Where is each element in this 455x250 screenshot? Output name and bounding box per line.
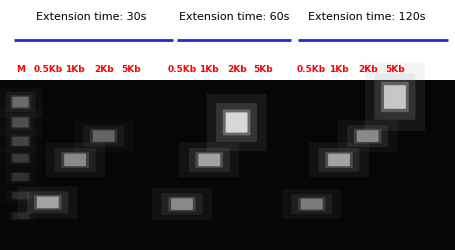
FancyBboxPatch shape	[83, 126, 124, 147]
FancyBboxPatch shape	[0, 129, 42, 154]
FancyBboxPatch shape	[5, 170, 35, 184]
Text: 2Kb: 2Kb	[358, 66, 378, 74]
FancyBboxPatch shape	[12, 97, 29, 108]
FancyBboxPatch shape	[18, 186, 78, 218]
Text: 2Kb: 2Kb	[227, 66, 247, 74]
FancyBboxPatch shape	[365, 63, 425, 131]
FancyBboxPatch shape	[328, 154, 350, 166]
FancyBboxPatch shape	[318, 148, 359, 172]
Text: Extension time: 30s: Extension time: 30s	[36, 12, 146, 22]
FancyBboxPatch shape	[291, 194, 332, 214]
FancyBboxPatch shape	[171, 198, 193, 210]
FancyBboxPatch shape	[0, 147, 42, 170]
FancyBboxPatch shape	[0, 109, 42, 136]
FancyBboxPatch shape	[12, 154, 29, 162]
FancyBboxPatch shape	[5, 92, 35, 112]
FancyBboxPatch shape	[223, 110, 250, 136]
FancyBboxPatch shape	[34, 195, 61, 210]
FancyBboxPatch shape	[298, 197, 325, 211]
FancyBboxPatch shape	[196, 152, 223, 168]
FancyBboxPatch shape	[12, 192, 29, 199]
Text: 1Kb: 1Kb	[329, 66, 349, 74]
FancyBboxPatch shape	[27, 192, 68, 213]
Text: 2Kb: 2Kb	[94, 66, 114, 74]
FancyBboxPatch shape	[0, 87, 42, 117]
FancyBboxPatch shape	[5, 150, 35, 166]
FancyBboxPatch shape	[354, 129, 381, 144]
FancyBboxPatch shape	[37, 196, 59, 208]
FancyBboxPatch shape	[162, 193, 202, 215]
FancyBboxPatch shape	[357, 130, 379, 142]
Text: 0.5Kb: 0.5Kb	[167, 66, 197, 74]
FancyBboxPatch shape	[325, 152, 353, 168]
FancyBboxPatch shape	[12, 213, 29, 219]
Text: 0.5Kb: 0.5Kb	[297, 66, 326, 74]
FancyBboxPatch shape	[5, 113, 35, 132]
FancyBboxPatch shape	[12, 136, 29, 146]
Text: 5Kb: 5Kb	[385, 66, 405, 74]
FancyBboxPatch shape	[226, 112, 248, 132]
FancyBboxPatch shape	[189, 148, 230, 172]
FancyBboxPatch shape	[55, 148, 96, 172]
Bar	[0, 80, 455, 250]
FancyBboxPatch shape	[282, 189, 342, 219]
FancyBboxPatch shape	[5, 189, 35, 202]
Text: Extension time: 120s: Extension time: 120s	[308, 12, 425, 22]
FancyBboxPatch shape	[12, 118, 29, 128]
Text: M: M	[16, 66, 25, 74]
Text: 1Kb: 1Kb	[65, 66, 85, 74]
Text: 5Kb: 5Kb	[253, 66, 273, 74]
FancyBboxPatch shape	[74, 120, 134, 152]
Text: 5Kb: 5Kb	[121, 66, 141, 74]
FancyBboxPatch shape	[93, 130, 115, 142]
FancyBboxPatch shape	[168, 197, 196, 212]
FancyBboxPatch shape	[12, 173, 29, 181]
FancyBboxPatch shape	[384, 85, 406, 109]
FancyBboxPatch shape	[347, 125, 388, 147]
FancyBboxPatch shape	[5, 210, 35, 222]
Text: Extension time: 60s: Extension time: 60s	[179, 12, 289, 22]
FancyBboxPatch shape	[179, 142, 239, 177]
FancyBboxPatch shape	[10, 136, 31, 147]
FancyBboxPatch shape	[90, 129, 117, 143]
FancyBboxPatch shape	[10, 116, 31, 129]
FancyBboxPatch shape	[10, 153, 31, 164]
FancyBboxPatch shape	[374, 74, 415, 120]
FancyBboxPatch shape	[64, 154, 86, 166]
FancyBboxPatch shape	[61, 152, 89, 168]
FancyBboxPatch shape	[10, 95, 31, 109]
FancyBboxPatch shape	[338, 120, 398, 152]
Text: 0.5Kb: 0.5Kb	[33, 66, 62, 74]
FancyBboxPatch shape	[10, 172, 31, 182]
FancyBboxPatch shape	[5, 133, 35, 150]
FancyBboxPatch shape	[152, 188, 212, 220]
FancyBboxPatch shape	[216, 103, 257, 142]
FancyBboxPatch shape	[207, 94, 267, 151]
FancyBboxPatch shape	[45, 142, 105, 177]
FancyBboxPatch shape	[10, 191, 31, 200]
FancyBboxPatch shape	[10, 212, 31, 220]
FancyBboxPatch shape	[381, 82, 409, 112]
FancyBboxPatch shape	[198, 154, 220, 166]
Text: 1Kb: 1Kb	[199, 66, 219, 74]
FancyBboxPatch shape	[309, 142, 369, 177]
FancyBboxPatch shape	[301, 199, 323, 209]
